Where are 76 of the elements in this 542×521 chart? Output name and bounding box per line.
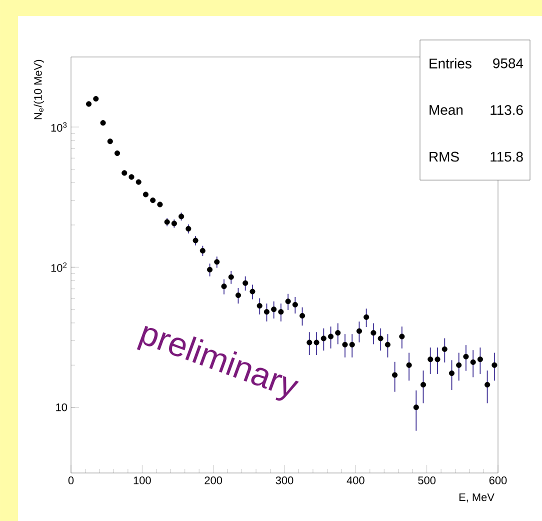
annotation: RMS <box>430 152 459 162</box>
x-tick-label: 100 <box>134 476 151 484</box>
point <box>122 170 128 176</box>
point <box>164 219 170 225</box>
point <box>492 362 498 368</box>
point <box>292 302 298 308</box>
point <box>434 356 440 362</box>
point <box>328 334 334 340</box>
point <box>142 192 149 198</box>
annotation: Mean <box>430 105 463 115</box>
point <box>206 266 213 272</box>
point <box>378 336 384 342</box>
annotation: Entries <box>430 58 472 68</box>
point <box>300 312 306 319</box>
point <box>107 138 113 144</box>
annotation: 9584 <box>493 58 524 68</box>
point <box>228 274 234 280</box>
point <box>413 404 419 410</box>
point <box>186 226 192 232</box>
point <box>264 309 270 315</box>
point <box>242 280 248 286</box>
point <box>384 342 390 348</box>
point <box>364 314 370 320</box>
point <box>100 120 106 126</box>
point <box>86 101 92 107</box>
x-tick-label: 500 <box>418 476 436 484</box>
point <box>448 370 455 376</box>
point <box>456 362 462 368</box>
point <box>128 174 134 180</box>
x-tick-label: 200 <box>204 476 222 484</box>
point <box>178 214 184 220</box>
x-axis-title: E, MeV <box>459 493 494 502</box>
point <box>136 179 142 185</box>
y-tick-label: 10$^{2}$ <box>51 262 67 272</box>
x-tick-label: 0 <box>68 476 74 484</box>
annotation: 113.6 <box>490 105 523 115</box>
point <box>200 248 206 254</box>
point <box>320 336 326 342</box>
annotation: 115.8 <box>490 152 523 162</box>
point <box>235 292 242 298</box>
point <box>192 238 198 244</box>
x-tick-label: 600 <box>489 476 507 484</box>
point <box>392 372 398 378</box>
point <box>306 340 312 346</box>
point <box>221 284 227 290</box>
y-tick-label: 10 <box>56 403 68 412</box>
point <box>314 340 320 346</box>
point <box>250 288 256 294</box>
point <box>442 346 448 352</box>
y-tick-label: 10$^{3}$ <box>51 122 67 132</box>
point <box>484 382 490 388</box>
y-axis-title: N$_{e}$/(10 MeV) <box>34 60 44 120</box>
point <box>477 356 484 362</box>
point <box>463 354 469 360</box>
x-tick-label: 300 <box>276 476 294 484</box>
point <box>420 382 426 388</box>
point <box>114 150 120 156</box>
point <box>356 328 362 334</box>
point <box>278 309 284 315</box>
point <box>157 202 163 208</box>
point <box>406 362 412 368</box>
point <box>214 259 220 265</box>
point <box>93 96 99 102</box>
point <box>470 359 476 365</box>
point <box>285 298 291 304</box>
point <box>335 330 341 336</box>
point <box>150 198 156 204</box>
point <box>370 330 376 336</box>
point <box>428 356 434 362</box>
point <box>171 220 177 226</box>
x-tick-label: 400 <box>346 476 364 484</box>
point <box>342 342 348 348</box>
point <box>256 303 262 309</box>
point <box>349 342 355 348</box>
point <box>399 334 405 340</box>
point <box>271 306 277 312</box>
